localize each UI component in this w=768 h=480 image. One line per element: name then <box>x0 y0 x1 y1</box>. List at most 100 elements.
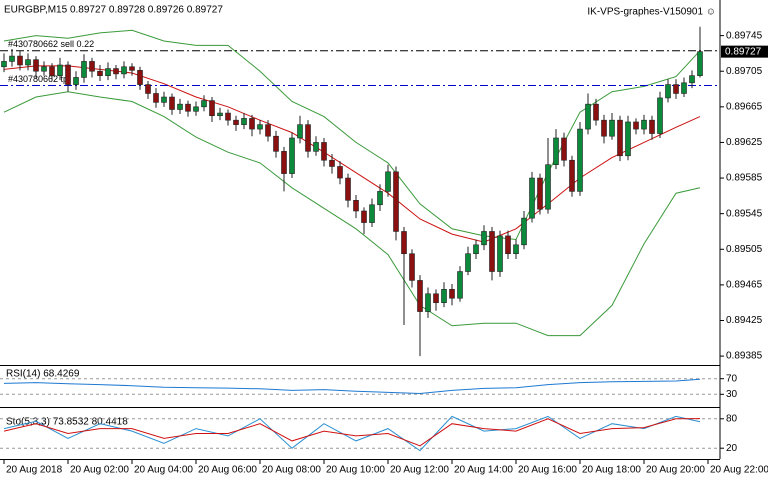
candle-body <box>457 271 463 299</box>
candle-body <box>289 137 295 174</box>
y-tick-label: 70 <box>726 373 738 384</box>
x-tick-label: 20 Aug 2018 <box>6 465 63 476</box>
candle-body <box>89 61 95 72</box>
line-series <box>3 418 701 447</box>
candle-body <box>633 121 639 130</box>
candle-body <box>369 204 375 223</box>
candle-body <box>193 106 199 112</box>
candle-body <box>681 82 687 94</box>
candle-body <box>385 171 391 192</box>
candle-body <box>329 159 335 167</box>
x-tick-label: 20 Aug 20:00 <box>646 465 705 476</box>
candle-body <box>177 103 183 110</box>
y-tick-label: 20 <box>726 443 738 454</box>
candle-body <box>473 244 479 255</box>
x-tick-label: 20 Aug 22:00 <box>710 465 768 476</box>
candle-body <box>209 100 215 117</box>
candle-body <box>321 142 327 161</box>
candle-body <box>601 119 607 137</box>
candle-body <box>273 135 279 152</box>
candle-body <box>17 55 23 66</box>
candle-body <box>313 142 319 152</box>
candle-body <box>657 97 663 134</box>
candle-body <box>1 61 7 68</box>
order-label: #430780662 tp <box>8 74 68 84</box>
candle-body <box>257 124 263 130</box>
candle-body <box>129 66 135 71</box>
candle-body <box>673 84 679 94</box>
candle-body <box>249 118 255 130</box>
y-tick-label: 0.89545 <box>726 208 763 219</box>
candle-body <box>417 280 423 312</box>
y-tick-label: 0.89465 <box>726 280 763 291</box>
candle-body <box>497 235 503 272</box>
candle-body <box>401 231 407 255</box>
candle-body <box>553 137 559 165</box>
x-tick-label: 20 Aug 16:00 <box>518 465 577 476</box>
candle-body <box>409 253 415 281</box>
line-series <box>3 378 701 395</box>
candle-body <box>665 84 671 99</box>
last-price-label: 0.89727 <box>725 46 762 57</box>
candle-body <box>505 235 511 255</box>
candle-body <box>625 121 631 157</box>
candle-body <box>137 70 143 85</box>
x-tick-label: 20 Aug 14:00 <box>454 465 513 476</box>
candle-body <box>641 119 647 130</box>
candle-body <box>481 231 487 246</box>
candle-body <box>169 96 175 110</box>
y-tick-label: 0.89505 <box>726 244 763 255</box>
candle-body <box>41 66 47 72</box>
x-tick-label: 20 Aug 06:00 <box>198 465 257 476</box>
candle-body <box>113 68 119 75</box>
candle-body <box>441 289 447 303</box>
candle-body <box>145 84 151 94</box>
candle-body <box>433 293 439 303</box>
candle-body <box>185 103 191 112</box>
candle-body <box>649 119 655 134</box>
candle-body <box>281 151 287 174</box>
candle-body <box>617 119 623 157</box>
candle-body <box>25 59 31 66</box>
candle-body <box>353 200 359 212</box>
candle-body <box>33 59 39 72</box>
candle-body <box>545 164 551 210</box>
candle-body <box>577 128 583 192</box>
y-tick-label: 0.89705 <box>726 66 763 77</box>
last-price-box <box>721 45 768 58</box>
order-label: #430780662 sell 0.22 <box>8 39 94 49</box>
rsi-title: RSI(14) 68.4269 <box>6 369 80 380</box>
candle-body <box>153 93 159 103</box>
candle-body <box>393 171 399 232</box>
candle-body <box>305 124 311 152</box>
candle-body <box>593 103 599 121</box>
candle-body <box>337 166 343 179</box>
candle-body <box>233 119 239 125</box>
candle-body <box>241 118 247 125</box>
x-tick-label: 20 Aug 08:00 <box>262 465 321 476</box>
candle-body <box>529 177 535 219</box>
y-tick-label: 0.89625 <box>726 137 763 148</box>
candle-body <box>449 289 455 299</box>
x-tick-label: 20 Aug 18:00 <box>582 465 641 476</box>
candle-body <box>465 253 471 272</box>
candle-body <box>561 137 567 161</box>
corner-text: IK-VPS-graphes-V150901 ☺ <box>587 7 716 18</box>
candle-body <box>489 231 495 272</box>
candle-body <box>377 191 383 206</box>
candle-body <box>161 96 167 103</box>
candle-body <box>569 159 575 192</box>
candle-body <box>49 66 55 76</box>
y-tick-label: 30 <box>726 389 738 400</box>
y-tick-label: 0.89385 <box>726 351 763 362</box>
candle-body <box>537 177 543 210</box>
candle-body <box>585 103 591 130</box>
candle-body <box>81 61 87 78</box>
candle-body <box>9 55 15 62</box>
y-tick-label: 0.89665 <box>726 101 763 112</box>
candle-body <box>57 64 63 76</box>
y-tick-label: 0.89585 <box>726 173 763 184</box>
candle-body <box>97 70 103 76</box>
stoch-title: Sto(5,3,3) 73.8532 80.4418 <box>6 417 128 428</box>
candle-body <box>609 119 615 137</box>
